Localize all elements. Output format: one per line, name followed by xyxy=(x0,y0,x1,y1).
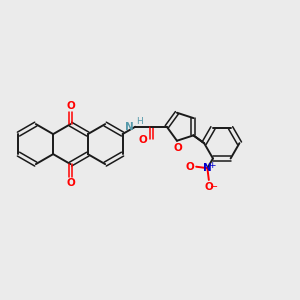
Text: O: O xyxy=(139,135,147,145)
Text: O: O xyxy=(205,182,213,192)
Text: O: O xyxy=(66,100,75,110)
Text: N: N xyxy=(125,122,134,132)
Text: O: O xyxy=(66,178,75,188)
Text: O: O xyxy=(185,162,194,172)
Text: O: O xyxy=(173,143,182,153)
Text: H: H xyxy=(136,117,142,126)
Text: N: N xyxy=(203,163,212,173)
Text: +: + xyxy=(208,161,216,170)
Text: −: − xyxy=(210,182,218,192)
